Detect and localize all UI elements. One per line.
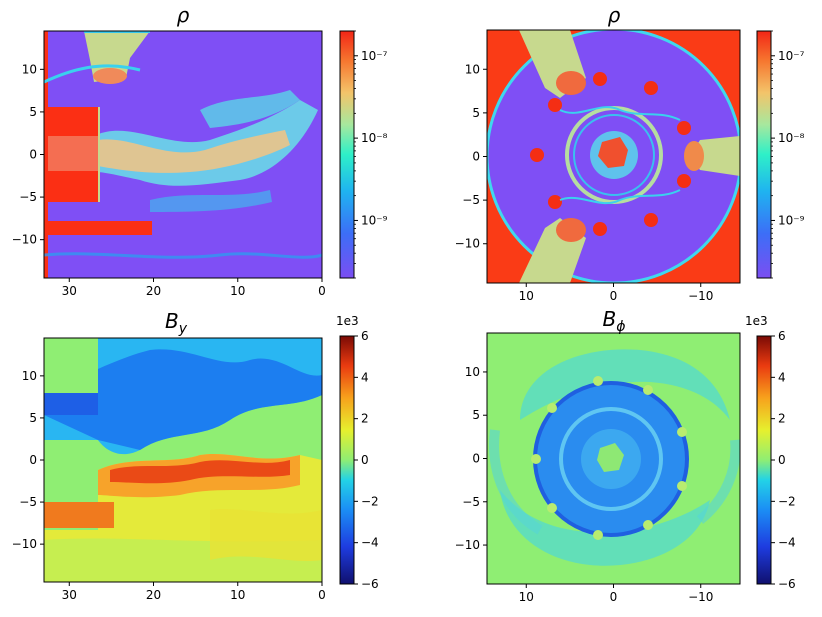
colorbar-tick-label: 10⁻⁸ bbox=[361, 131, 388, 145]
x-tick-label: 20 bbox=[146, 284, 161, 298]
y-tick-label: 0 bbox=[29, 148, 37, 162]
x-tick-label: 30 bbox=[62, 588, 77, 602]
colorbar-tick-label: 10⁻⁷ bbox=[778, 49, 805, 63]
y-tick-label: 0 bbox=[472, 150, 480, 164]
colorbar-tick-label: 2 bbox=[778, 412, 786, 426]
colorbar-tick-label: 0 bbox=[778, 453, 786, 467]
colorbar-tick-label: 10⁻⁸ bbox=[778, 131, 805, 145]
rho-disk-image bbox=[487, 30, 740, 283]
rho-disk-colorbar bbox=[756, 30, 772, 279]
y-tick-label: −5 bbox=[19, 190, 37, 204]
colorbar-tick-label: −6 bbox=[778, 577, 796, 591]
colorbar-tick-label: −6 bbox=[361, 577, 379, 591]
y-tick-label: 5 bbox=[29, 105, 37, 119]
panel-rho-disk: 10 0 −10 10 5 0 −5 −10 ρ 10⁻⁷ 10⁻⁸ 10⁻⁹ bbox=[455, 3, 805, 303]
y-tick-label: −10 bbox=[12, 537, 37, 551]
panel-bphi: 10 0 −10 10 5 0 −5 −10 Bϕ 1e3 6 4 2 0 −2 −4 −6 bbox=[455, 307, 796, 604]
x-tick-label: 20 bbox=[146, 588, 161, 602]
colorbar-tick-label: 10⁻⁷ bbox=[361, 49, 388, 63]
y-tick-label: 10 bbox=[22, 369, 37, 383]
y-tick-label: 10 bbox=[465, 365, 480, 379]
colorbar-tick-label: 6 bbox=[361, 329, 369, 343]
by-image bbox=[44, 338, 322, 582]
y-tick-label: −5 bbox=[19, 495, 37, 509]
x-tick-label: 0 bbox=[318, 588, 326, 602]
x-tick-label: 10 bbox=[230, 284, 245, 298]
colorbar-tick-label: −2 bbox=[361, 494, 379, 508]
colorbar-tick-label: 10⁻⁹ bbox=[361, 213, 388, 227]
bphi-colorbar bbox=[756, 335, 772, 585]
rho-side-image bbox=[44, 31, 322, 278]
x-tick-label: 10 bbox=[519, 590, 534, 604]
y-tick-label: −10 bbox=[455, 538, 480, 552]
by-title: By bbox=[165, 309, 188, 337]
bphi-image bbox=[487, 333, 740, 584]
y-tick-label: 10 bbox=[22, 62, 37, 76]
x-tick-label: 0 bbox=[318, 284, 326, 298]
y-tick-label: −10 bbox=[12, 233, 37, 247]
y-tick-label: 5 bbox=[472, 408, 480, 422]
panel-rho-side: 30 20 10 0 10 5 0 −5 −10 ρ 10⁻⁷ 10⁻⁸ 10⁻⁹ bbox=[12, 3, 388, 298]
colorbar-tick-label: −4 bbox=[361, 536, 379, 550]
x-tick-label: 30 bbox=[62, 284, 77, 298]
colorbar-tick-label: 4 bbox=[361, 370, 369, 384]
rho-disk-title: ρ bbox=[608, 3, 621, 27]
x-tick-label: 10 bbox=[519, 289, 534, 303]
rho-side-title: ρ bbox=[177, 3, 190, 27]
colorbar-tick-label: −2 bbox=[778, 494, 796, 508]
colorbar-tick-label: 4 bbox=[778, 370, 786, 384]
y-tick-label: −5 bbox=[462, 495, 480, 509]
colorbar-tick-label: 6 bbox=[778, 329, 786, 343]
colorbar-tick-label: 0 bbox=[361, 453, 369, 467]
colorbar-tick-label: 10⁻⁹ bbox=[778, 213, 805, 227]
by-colorbar bbox=[339, 335, 355, 585]
y-tick-label: −5 bbox=[462, 193, 480, 207]
y-tick-label: −10 bbox=[455, 237, 480, 251]
bphi-title: Bϕ bbox=[603, 307, 626, 335]
y-tick-label: 5 bbox=[29, 411, 37, 425]
x-tick-label: −10 bbox=[688, 289, 713, 303]
rho-side-colorbar bbox=[339, 30, 355, 279]
y-tick-label: 0 bbox=[29, 453, 37, 467]
colorbar-tick-label: 2 bbox=[361, 412, 369, 426]
colorbar-tick-label: −4 bbox=[778, 536, 796, 550]
y-tick-label: 5 bbox=[472, 106, 480, 120]
y-tick-label: 10 bbox=[465, 62, 480, 76]
y-tick-label: 0 bbox=[472, 452, 480, 466]
x-tick-label: 0 bbox=[610, 289, 618, 303]
by-colorbar-offset: 1e3 bbox=[336, 314, 359, 328]
bphi-colorbar-offset: 1e3 bbox=[745, 314, 768, 328]
x-tick-label: −10 bbox=[688, 590, 713, 604]
x-tick-label: 10 bbox=[230, 588, 245, 602]
x-tick-label: 0 bbox=[610, 590, 618, 604]
